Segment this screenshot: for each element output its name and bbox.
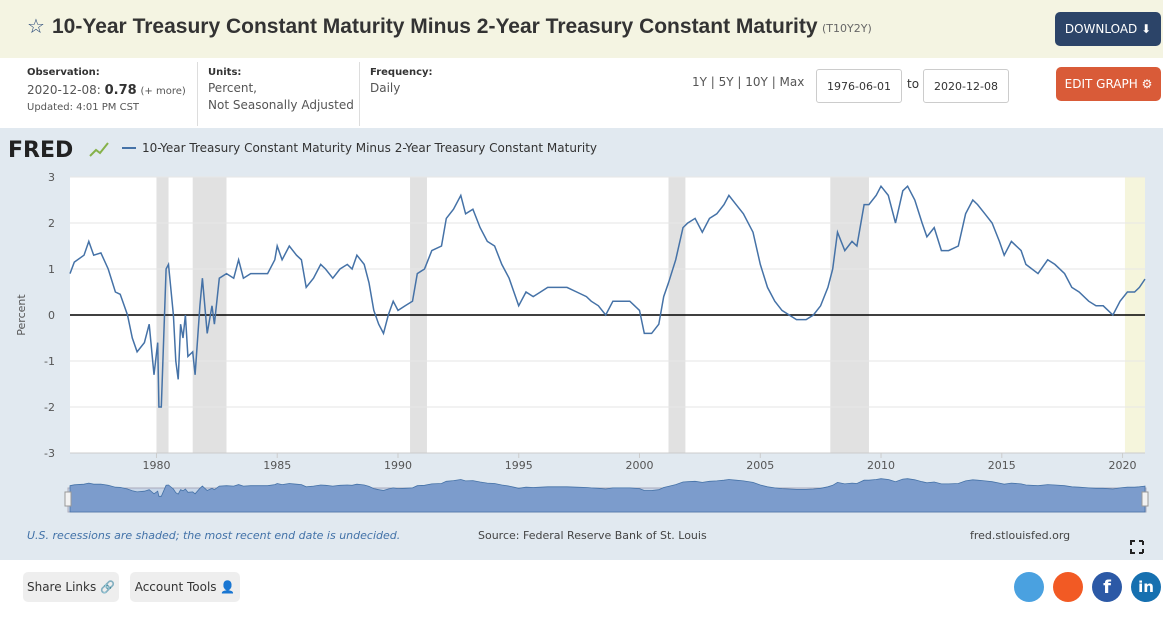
frequency-label: Frequency:	[370, 67, 433, 78]
x-tick-label: 2010	[867, 459, 895, 472]
units-line2: Not Seasonally Adjusted	[208, 98, 354, 112]
download-button[interactable]: DOWNLOAD ⬇	[1055, 12, 1161, 46]
source: Source: Federal Reserve Bank of St. Loui…	[478, 529, 707, 542]
twitter-icon[interactable]	[1014, 572, 1044, 602]
units-label: Units:	[208, 67, 242, 78]
download-label: DOWNLOAD	[1064, 22, 1138, 36]
y-tick-label: -3	[44, 447, 55, 460]
y-axis-label: Percent	[15, 294, 28, 336]
divider	[359, 62, 360, 126]
y-tick-label: 3	[48, 171, 55, 184]
range-buttons[interactable]: 1Y | 5Y | 10Y | Max	[692, 75, 805, 89]
navigator-line	[69, 478, 1146, 513]
navigator-handle	[64, 491, 72, 507]
x-tick-label: 1980	[142, 459, 170, 472]
fullscreen-icon[interactable]	[1130, 540, 1144, 554]
x-tick-label: 2020	[1109, 459, 1137, 472]
edit-graph-button[interactable]: EDIT GRAPH ⚙	[1056, 67, 1161, 101]
y-tick-label: 2	[48, 217, 55, 230]
series-id: (T10Y2Y)	[822, 22, 872, 35]
series-line	[69, 184, 1146, 408]
y-tick-label: 1	[48, 263, 55, 276]
site-url: fred.stlouisfed.org	[970, 529, 1070, 542]
x-tick-label: 2015	[988, 459, 1016, 472]
observation-date: 2020-12-08:	[27, 83, 101, 97]
y-tick-label: 0	[48, 309, 55, 322]
fred-logo: FRED	[8, 138, 73, 163]
star-icon[interactable]: ☆	[27, 14, 45, 38]
to-label: to	[907, 77, 920, 91]
account-tools-button[interactable]: Account Tools 👤	[130, 572, 240, 602]
legend-label: 10-Year Treasury Constant Maturity Minus…	[142, 141, 597, 155]
updated: Updated: 4:01 PM CST	[27, 102, 140, 113]
share-label: Share Links	[26, 580, 97, 594]
observation-more[interactable]: (+ more)	[140, 86, 186, 97]
x-tick-label: 1985	[263, 459, 291, 472]
edit-graph-label: EDIT GRAPH	[1064, 77, 1138, 91]
header-bar	[0, 0, 1163, 58]
x-tick-label: 1995	[505, 459, 533, 472]
y-tick-label: -2	[44, 401, 55, 414]
end-date-input[interactable]: 2020-12-08	[923, 69, 1009, 103]
linkedin-icon[interactable]: in	[1131, 572, 1161, 602]
frequency: Daily	[370, 81, 401, 95]
observation-label: Observation:	[27, 67, 100, 78]
recession-note: U.S. recessions are shaded; the most rec…	[27, 529, 400, 542]
navigator-handle	[1141, 491, 1149, 507]
facebook-icon[interactable]: f	[1092, 572, 1122, 602]
logo-graph-icon	[89, 142, 109, 157]
x-tick-label: 2000	[626, 459, 654, 472]
divider	[197, 62, 198, 126]
y-tick-label: -1	[44, 355, 55, 368]
share-links-button[interactable]: Share Links 🔗	[23, 572, 119, 602]
start-date-input[interactable]: 1976-06-01	[816, 69, 902, 103]
reddit-icon[interactable]	[1053, 572, 1083, 602]
account-label: Account Tools	[134, 580, 217, 594]
units-line1: Percent,	[208, 81, 257, 95]
page-title: 10-Year Treasury Constant Maturity Minus…	[52, 15, 818, 38]
chart: -3 -2 -1 0 1 2 3 1980 1985 1990 1995 2000 2005 2010 20…	[0, 128, 1163, 560]
x-tick-label: 1990	[384, 459, 412, 472]
x-tick-label: 2005	[746, 459, 774, 472]
observation-value: 0.78	[104, 83, 137, 98]
